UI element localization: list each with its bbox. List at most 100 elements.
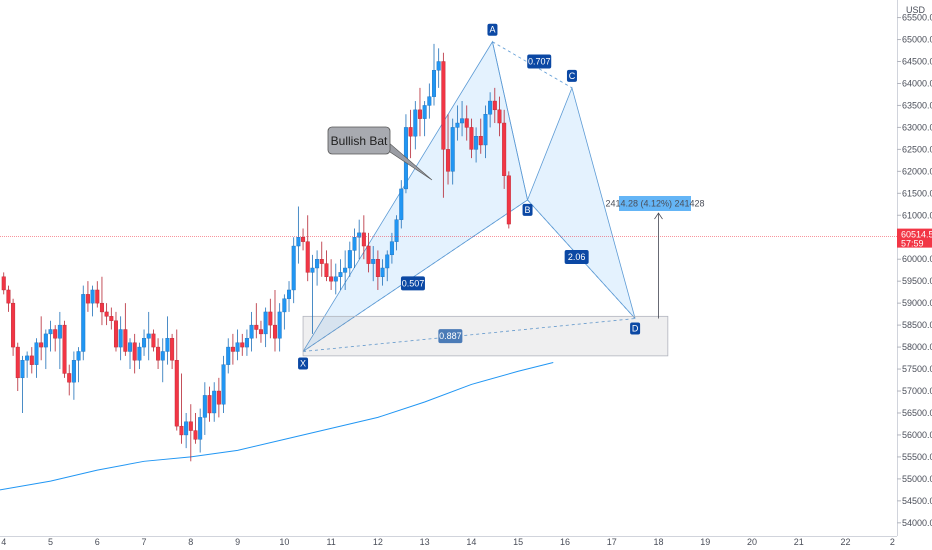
x-tick-label: 16	[560, 537, 570, 547]
candle-body	[268, 311, 273, 326]
x-tick-label: 22	[841, 537, 851, 547]
y-tick-label: 57500.00	[902, 364, 932, 374]
time-axis[interactable]: 4 5 6 7 8 9 10 11 12 13 14 15 16 17 18 19 20 21 22 2	[0, 536, 897, 548]
candle-body	[29, 355, 34, 365]
pattern-point-b-label: B	[525, 205, 531, 215]
candle-body	[1, 276, 6, 291]
candle-body	[413, 109, 418, 137]
x-tick-label: 19	[700, 537, 710, 547]
y-tick-label: 59500.00	[902, 276, 932, 286]
y-tick-label: 58500.00	[902, 320, 932, 330]
candle-body	[57, 324, 62, 339]
pattern-point-a-label: A	[489, 25, 495, 35]
pattern-triangle-xab	[302, 40, 528, 352]
candle-body	[436, 61, 441, 71]
candle-body	[389, 241, 394, 256]
ratio-label: 0.707	[528, 57, 551, 67]
y-tick-label: 59000.00	[902, 298, 932, 308]
candle-body	[291, 245, 296, 291]
candle-body	[53, 329, 58, 339]
current-price-countdown: 57:59	[901, 239, 924, 249]
candle-body	[506, 175, 511, 225]
candle-body	[282, 298, 287, 313]
y-tick-label: 61500.00	[902, 188, 932, 198]
candle-body	[174, 360, 179, 427]
candle-body	[272, 324, 277, 339]
candle-body	[184, 421, 189, 436]
candle-body	[478, 135, 483, 146]
candle-body	[43, 333, 48, 348]
candle-body	[151, 333, 156, 348]
candle-body	[446, 149, 451, 172]
leg-ab	[492, 41, 528, 200]
price-axis-background	[897, 0, 932, 550]
candle-body	[380, 267, 385, 277]
x-tick-label: 20	[747, 537, 757, 547]
moving-average-layer	[0, 361, 554, 491]
candle-body	[132, 342, 137, 361]
y-tick-label: 63500.00	[902, 100, 932, 110]
candle-body	[216, 390, 221, 405]
x-tick-label: 4	[1, 537, 6, 547]
candle-body	[179, 425, 184, 436]
candle-body	[20, 360, 25, 379]
ratio-line-xd	[303, 318, 636, 352]
candle-body	[109, 316, 114, 321]
candle-body	[254, 324, 259, 330]
candle-body	[118, 329, 123, 348]
candle-body	[48, 329, 53, 335]
candle-body	[343, 267, 348, 273]
moving-average-line	[0, 361, 554, 491]
current-price-badge	[897, 228, 932, 248]
y-tick-label: 56000.00	[902, 430, 932, 440]
target-arrow-head	[654, 212, 663, 220]
x-tick-label: 14	[466, 537, 476, 547]
candle-body	[249, 324, 254, 339]
ratio-badge	[564, 250, 589, 265]
candles-layer	[1, 43, 511, 462]
candle-body	[104, 311, 109, 317]
callout-text: Bullish Bat	[331, 134, 388, 148]
ratio-badge	[400, 276, 425, 291]
pattern-point-c-badge	[566, 69, 577, 82]
x-tick-label: 12	[373, 537, 383, 547]
candle-body	[361, 232, 366, 247]
pattern-point-a-badge	[487, 23, 498, 36]
x-tick-label: 10	[279, 537, 289, 547]
ratio-label: 0.507	[402, 278, 425, 288]
candle-body	[399, 188, 404, 220]
candle-body	[310, 267, 315, 273]
candle-body	[371, 259, 376, 264]
candle-body	[244, 338, 249, 348]
candle-body	[123, 329, 128, 352]
y-tick-label: 57000.00	[902, 386, 932, 396]
x-tick-label: 8	[188, 537, 193, 547]
candle-body	[15, 346, 20, 379]
callout-box	[327, 126, 391, 155]
y-tick-label: 64500.00	[902, 57, 932, 67]
price-axis[interactable]: 65500.00 65000.00 64500.00 64000.00 63500.00…	[897, 0, 932, 550]
y-tick-label: 65000.00	[902, 35, 932, 45]
candle-body	[170, 338, 175, 361]
candle-body	[6, 289, 11, 304]
prz-box	[302, 315, 669, 357]
y-tick-label: 55000.00	[902, 474, 932, 484]
candle-body	[366, 245, 371, 264]
candle-body	[90, 289, 95, 304]
candle-body	[301, 237, 306, 242]
candle-body	[99, 302, 104, 313]
candle-body	[137, 346, 142, 361]
candle-body	[39, 342, 44, 348]
candle-body	[188, 421, 193, 431]
candle-body	[34, 342, 39, 365]
candle-body	[455, 122, 460, 128]
candle-body	[338, 272, 343, 277]
candle-body	[11, 302, 16, 348]
candle-body	[408, 127, 413, 137]
candle-body	[469, 127, 474, 150]
x-tick-label: 5	[48, 537, 53, 547]
x-tick-label: 7	[142, 537, 147, 547]
y-tick-label: 54000.00	[902, 518, 932, 528]
x-tick-label: 11	[326, 537, 335, 547]
